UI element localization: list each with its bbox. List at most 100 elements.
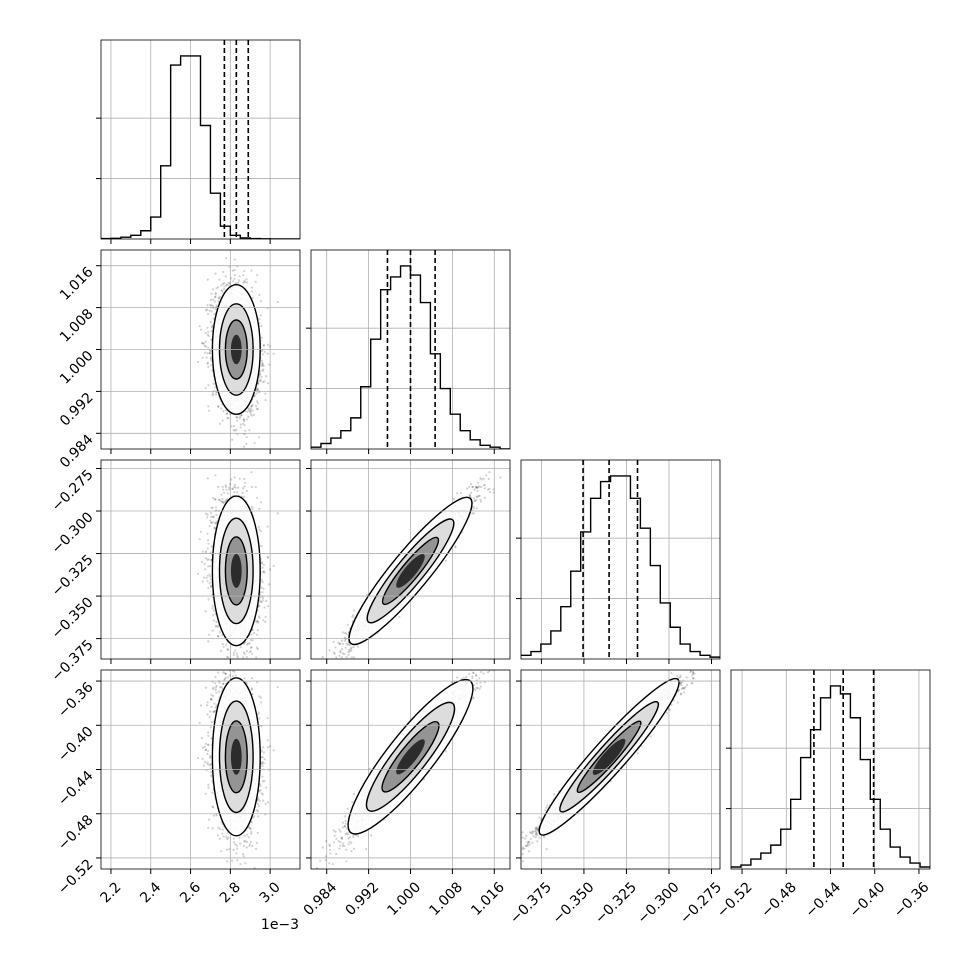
sample-point bbox=[253, 631, 256, 635]
sample-point bbox=[206, 513, 209, 516]
sample-point bbox=[214, 308, 217, 311]
sample-point bbox=[245, 281, 249, 284]
sample-point bbox=[242, 418, 246, 421]
sample-point bbox=[209, 551, 212, 554]
sample-point bbox=[255, 387, 259, 390]
sample-point bbox=[207, 598, 210, 601]
sample-point bbox=[209, 298, 213, 302]
sample-point bbox=[233, 476, 236, 479]
sample-point bbox=[263, 380, 266, 383]
sample-point bbox=[209, 358, 213, 361]
sample-point bbox=[249, 650, 252, 653]
sample-point bbox=[268, 583, 271, 586]
sample-point bbox=[250, 404, 253, 407]
sample-point bbox=[222, 501, 225, 505]
sample-point bbox=[207, 587, 210, 590]
sample-point bbox=[255, 388, 258, 391]
sample-point bbox=[232, 425, 236, 428]
sample-point bbox=[209, 349, 212, 353]
sample-point bbox=[212, 609, 215, 612]
y-tick-label: 1.016 bbox=[57, 264, 97, 304]
sample-point bbox=[256, 408, 259, 411]
sample-point bbox=[247, 409, 250, 412]
sample-point bbox=[210, 515, 213, 518]
sample-point bbox=[243, 281, 247, 284]
sample-point bbox=[232, 428, 235, 432]
sample-point bbox=[261, 599, 264, 602]
sample-point bbox=[230, 277, 233, 280]
sample-point bbox=[251, 296, 254, 299]
sample-point bbox=[207, 365, 210, 368]
sample-point bbox=[212, 515, 215, 518]
sample-point bbox=[213, 300, 216, 303]
sample-point bbox=[214, 385, 217, 388]
sample-point bbox=[214, 506, 217, 509]
sample-point bbox=[197, 360, 200, 364]
sample-point bbox=[231, 438, 234, 441]
sample-point bbox=[239, 423, 242, 426]
sample-point bbox=[206, 278, 209, 281]
y-tick-label: 1.008 bbox=[57, 306, 97, 346]
sample-point bbox=[246, 410, 249, 413]
sample-point bbox=[242, 274, 245, 277]
sample-point bbox=[225, 412, 228, 415]
sample-point bbox=[249, 413, 253, 416]
sample-point bbox=[217, 286, 220, 289]
sample-point bbox=[204, 512, 207, 515]
sample-point bbox=[250, 290, 253, 293]
sample-point bbox=[239, 415, 242, 418]
sample-point bbox=[210, 506, 213, 509]
sample-point bbox=[267, 382, 270, 385]
sample-point bbox=[214, 498, 217, 501]
sample-point bbox=[233, 277, 236, 280]
sample-point bbox=[239, 660, 241, 662]
sample-point bbox=[214, 498, 217, 501]
sample-point bbox=[255, 656, 258, 659]
sample-point bbox=[212, 515, 215, 519]
sample-point bbox=[219, 422, 222, 425]
sample-point bbox=[242, 495, 245, 498]
sample-point bbox=[250, 485, 254, 489]
sample-point bbox=[210, 521, 213, 524]
sample-point bbox=[229, 483, 232, 486]
sample-point bbox=[245, 278, 248, 281]
sample-point bbox=[208, 409, 211, 412]
sample-point bbox=[259, 314, 262, 317]
sample-point bbox=[253, 441, 256, 444]
sample-point bbox=[207, 384, 210, 387]
sample-point bbox=[264, 392, 267, 395]
sample-point bbox=[236, 663, 238, 665]
sample-point bbox=[243, 279, 246, 282]
sample-point bbox=[236, 491, 239, 494]
sample-point bbox=[245, 436, 248, 439]
sample-point bbox=[255, 404, 258, 408]
sample-point bbox=[259, 373, 262, 376]
sample-point bbox=[254, 280, 257, 283]
sample-point bbox=[251, 404, 254, 407]
sample-point bbox=[197, 572, 200, 575]
sample-point bbox=[256, 274, 259, 277]
sample-point bbox=[214, 613, 217, 616]
sample-point bbox=[260, 579, 263, 582]
sample-point bbox=[228, 486, 231, 489]
sample-point bbox=[210, 325, 213, 328]
sample-point bbox=[211, 604, 214, 607]
sample-point bbox=[217, 635, 220, 638]
sample-point bbox=[250, 286, 254, 289]
panel-0-0 bbox=[96, 39, 301, 244]
sample-point bbox=[259, 530, 262, 533]
sample-point bbox=[212, 288, 215, 291]
sample-point bbox=[206, 516, 209, 519]
sample-point bbox=[234, 282, 238, 285]
sample-point bbox=[242, 656, 245, 659]
sample-point bbox=[221, 500, 224, 504]
sample-point bbox=[226, 648, 229, 651]
sample-point bbox=[221, 485, 224, 488]
sample-point bbox=[256, 496, 259, 499]
sample-point bbox=[244, 661, 246, 663]
sample-point bbox=[259, 501, 263, 504]
sample-point bbox=[207, 405, 210, 408]
sample-point bbox=[250, 505, 253, 508]
sample-point bbox=[204, 345, 207, 348]
sample-point bbox=[249, 409, 252, 412]
